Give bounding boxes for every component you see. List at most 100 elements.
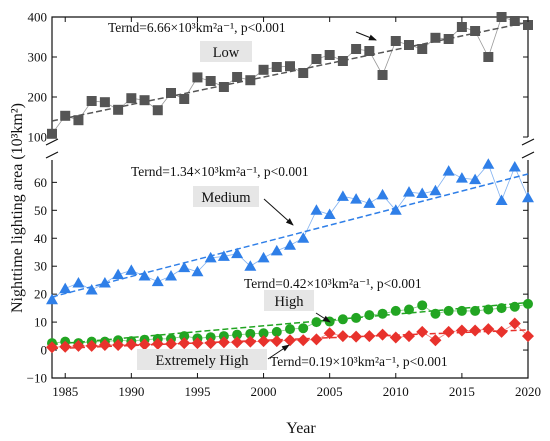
y-tick-label-lower: −10 [27, 371, 47, 386]
point-low [377, 70, 388, 80]
point-low [86, 96, 97, 106]
x-tick-label: 2010 [383, 384, 409, 399]
point-low [232, 72, 243, 82]
point-high [509, 301, 520, 312]
point-medium [429, 184, 442, 196]
lower-frame [51, 160, 529, 379]
point-extremely-high [469, 324, 482, 337]
trend-line-low [51, 21, 529, 122]
point-medium [98, 276, 111, 288]
axis-break-right [521, 138, 535, 146]
point-extremely-high [72, 339, 85, 352]
point-high [364, 310, 375, 321]
lower-panel: −10 0 10 20 30 40 50 60 [27, 158, 534, 386]
y-tick-label-lower: 0 [41, 343, 48, 358]
point-low [60, 110, 71, 121]
point-medium [363, 197, 376, 208]
point-high [390, 305, 401, 316]
upper-frame [51, 16, 529, 137]
point-low [404, 40, 414, 50]
point-extremely-high [46, 341, 58, 354]
series-label-low-box [200, 41, 252, 62]
point-medium [389, 204, 402, 215]
point-medium [442, 165, 455, 176]
point-low [430, 32, 441, 43]
point-extremely-high [270, 335, 283, 348]
upper-panel: 100 200 300 400 [28, 10, 533, 145]
point-medium [231, 247, 244, 259]
point-low [258, 64, 269, 75]
series-label-extremely-high-box [137, 349, 267, 370]
point-extremely-high [165, 337, 177, 350]
point-high [483, 304, 494, 315]
point-extremely-high [336, 330, 349, 343]
point-extremely-high [297, 334, 310, 347]
point-extremely-high [442, 325, 455, 338]
point-extremely-high [151, 337, 164, 350]
point-extremely-high [310, 333, 323, 346]
point-high [470, 305, 481, 316]
point-medium [46, 293, 58, 305]
point-medium [469, 173, 482, 185]
point-extremely-high [85, 339, 98, 352]
point-high [377, 308, 388, 319]
point-medium [522, 191, 534, 203]
series-label-high-box [264, 290, 314, 311]
trend-text-high: Ternd=0.42×10³km²a⁻¹, p<0.001 [244, 276, 422, 291]
point-high [337, 314, 348, 325]
point-high [311, 317, 322, 328]
point-low [285, 61, 295, 72]
point-medium [151, 275, 164, 287]
point-high [258, 328, 269, 339]
point-extremely-high [217, 336, 230, 349]
x-tick-label: 1995 [184, 384, 210, 399]
point-extremely-high [98, 339, 111, 352]
point-medium [284, 239, 296, 250]
point-high [430, 308, 441, 319]
point-medium [403, 186, 415, 197]
point-low [417, 44, 428, 54]
y-tick-label-upper: 200 [28, 90, 48, 105]
point-medium [350, 193, 363, 204]
point-high [417, 300, 428, 311]
x-tick-label: 1985 [52, 384, 78, 399]
point-high [443, 305, 454, 316]
y-tick-label-lower: 60 [34, 175, 47, 190]
x-axis-title: Year [286, 420, 316, 437]
point-high [404, 304, 414, 315]
point-extremely-high [389, 331, 402, 344]
series-label-medium: Medium [201, 190, 251, 206]
point-low [337, 56, 348, 66]
trend-line-medium [51, 173, 529, 298]
point-medium [204, 251, 217, 263]
point-extremely-high [429, 334, 442, 347]
point-high [523, 298, 533, 309]
point-high [179, 331, 190, 342]
point-extremely-high [376, 328, 389, 341]
point-low [496, 12, 507, 22]
y-tick-label-lower: 50 [34, 203, 47, 218]
series-label-high: High [275, 294, 305, 310]
point-low [311, 54, 322, 64]
y-tick-label-lower: 20 [34, 287, 47, 302]
point-high [496, 303, 507, 314]
point-extremely-high [416, 325, 429, 338]
point-extremely-high [455, 324, 468, 337]
trend-arrow-medium [263, 198, 294, 226]
point-extremely-high [522, 330, 534, 343]
point-medium [191, 265, 204, 277]
point-extremely-high [363, 330, 376, 343]
y-tick-label-lower: 10 [34, 315, 47, 330]
y-tick-label-upper: 300 [28, 50, 48, 65]
point-high [298, 323, 309, 334]
point-medium [178, 261, 191, 273]
point-low [470, 26, 481, 36]
point-extremely-high [495, 325, 508, 338]
point-low [390, 36, 401, 46]
point-low [126, 93, 137, 104]
point-extremely-high [178, 337, 191, 350]
point-medium [125, 264, 138, 275]
point-medium [455, 172, 468, 183]
point-high [271, 326, 282, 337]
